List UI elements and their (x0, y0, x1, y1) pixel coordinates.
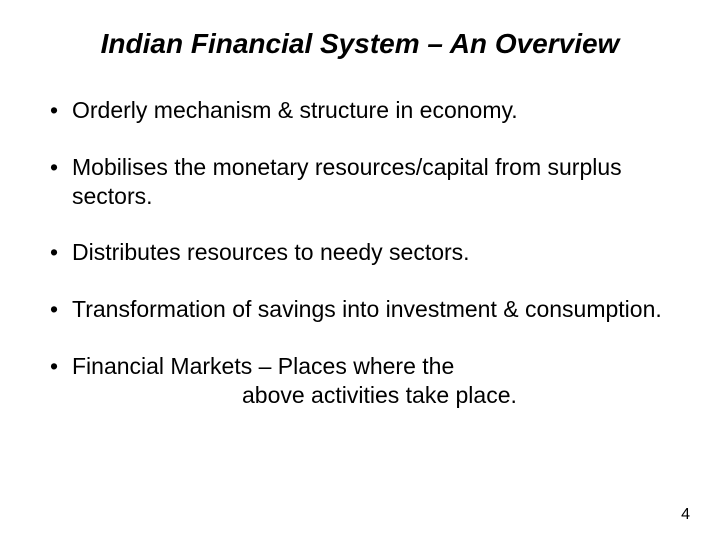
bullet-text: Orderly mechanism & structure in economy… (72, 97, 518, 123)
slide-title: Indian Financial System – An Overview (50, 28, 670, 60)
bullet-item: Financial Markets – Places where the abo… (50, 352, 670, 410)
bullet-text-line2: above activities take place. (72, 381, 670, 410)
bullet-item: Mobilises the monetary resources/capital… (50, 153, 670, 211)
bullet-text-line1: Financial Markets – Places where the (72, 353, 454, 379)
bullet-text: Mobilises the monetary resources/capital… (72, 154, 622, 209)
bullet-text: Transformation of savings into investmen… (72, 296, 662, 322)
bullet-item: Orderly mechanism & structure in economy… (50, 96, 670, 125)
bullet-list: Orderly mechanism & structure in economy… (50, 96, 670, 409)
bullet-text: Distributes resources to needy sectors. (72, 239, 470, 265)
slide: Indian Financial System – An Overview Or… (0, 0, 720, 540)
bullet-item: Transformation of savings into investmen… (50, 295, 670, 324)
page-number: 4 (681, 506, 690, 524)
bullet-item: Distributes resources to needy sectors. (50, 238, 670, 267)
